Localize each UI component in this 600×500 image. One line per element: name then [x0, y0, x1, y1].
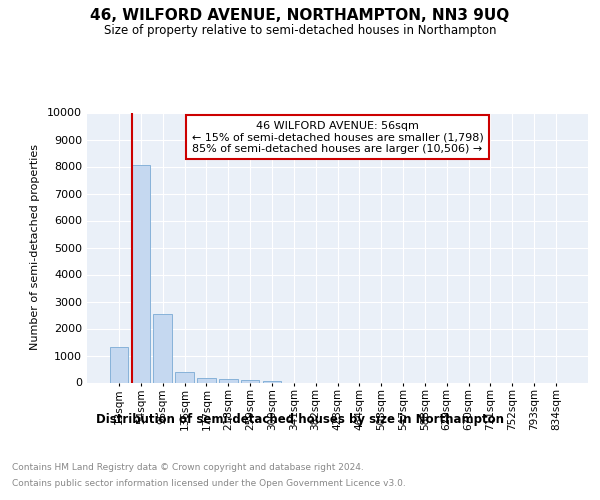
Text: Contains public sector information licensed under the Open Government Licence v3: Contains public sector information licen…: [12, 479, 406, 488]
Bar: [110, 347, 128, 382]
Text: 46, WILFORD AVENUE, NORTHAMPTON, NN3 9UQ: 46, WILFORD AVENUE, NORTHAMPTON, NN3 9UQ: [91, 8, 509, 22]
Text: Distribution of semi-detached houses by size in Northampton: Distribution of semi-detached houses by …: [96, 412, 504, 426]
Text: 46 WILFORD AVENUE: 56sqm
← 15% of semi-detached houses are smaller (1,798)
85% o: 46 WILFORD AVENUE: 56sqm ← 15% of semi-d…: [191, 120, 484, 154]
Bar: [131, 165, 150, 382]
Bar: [154, 314, 172, 382]
Bar: [175, 372, 194, 382]
Bar: [263, 381, 281, 382]
Bar: [241, 380, 259, 382]
Text: Contains HM Land Registry data © Crown copyright and database right 2024.: Contains HM Land Registry data © Crown c…: [12, 462, 364, 471]
Y-axis label: Number of semi-detached properties: Number of semi-detached properties: [30, 144, 40, 350]
Text: Size of property relative to semi-detached houses in Northampton: Size of property relative to semi-detach…: [104, 24, 496, 37]
Bar: [219, 380, 238, 382]
Bar: [197, 378, 216, 382]
